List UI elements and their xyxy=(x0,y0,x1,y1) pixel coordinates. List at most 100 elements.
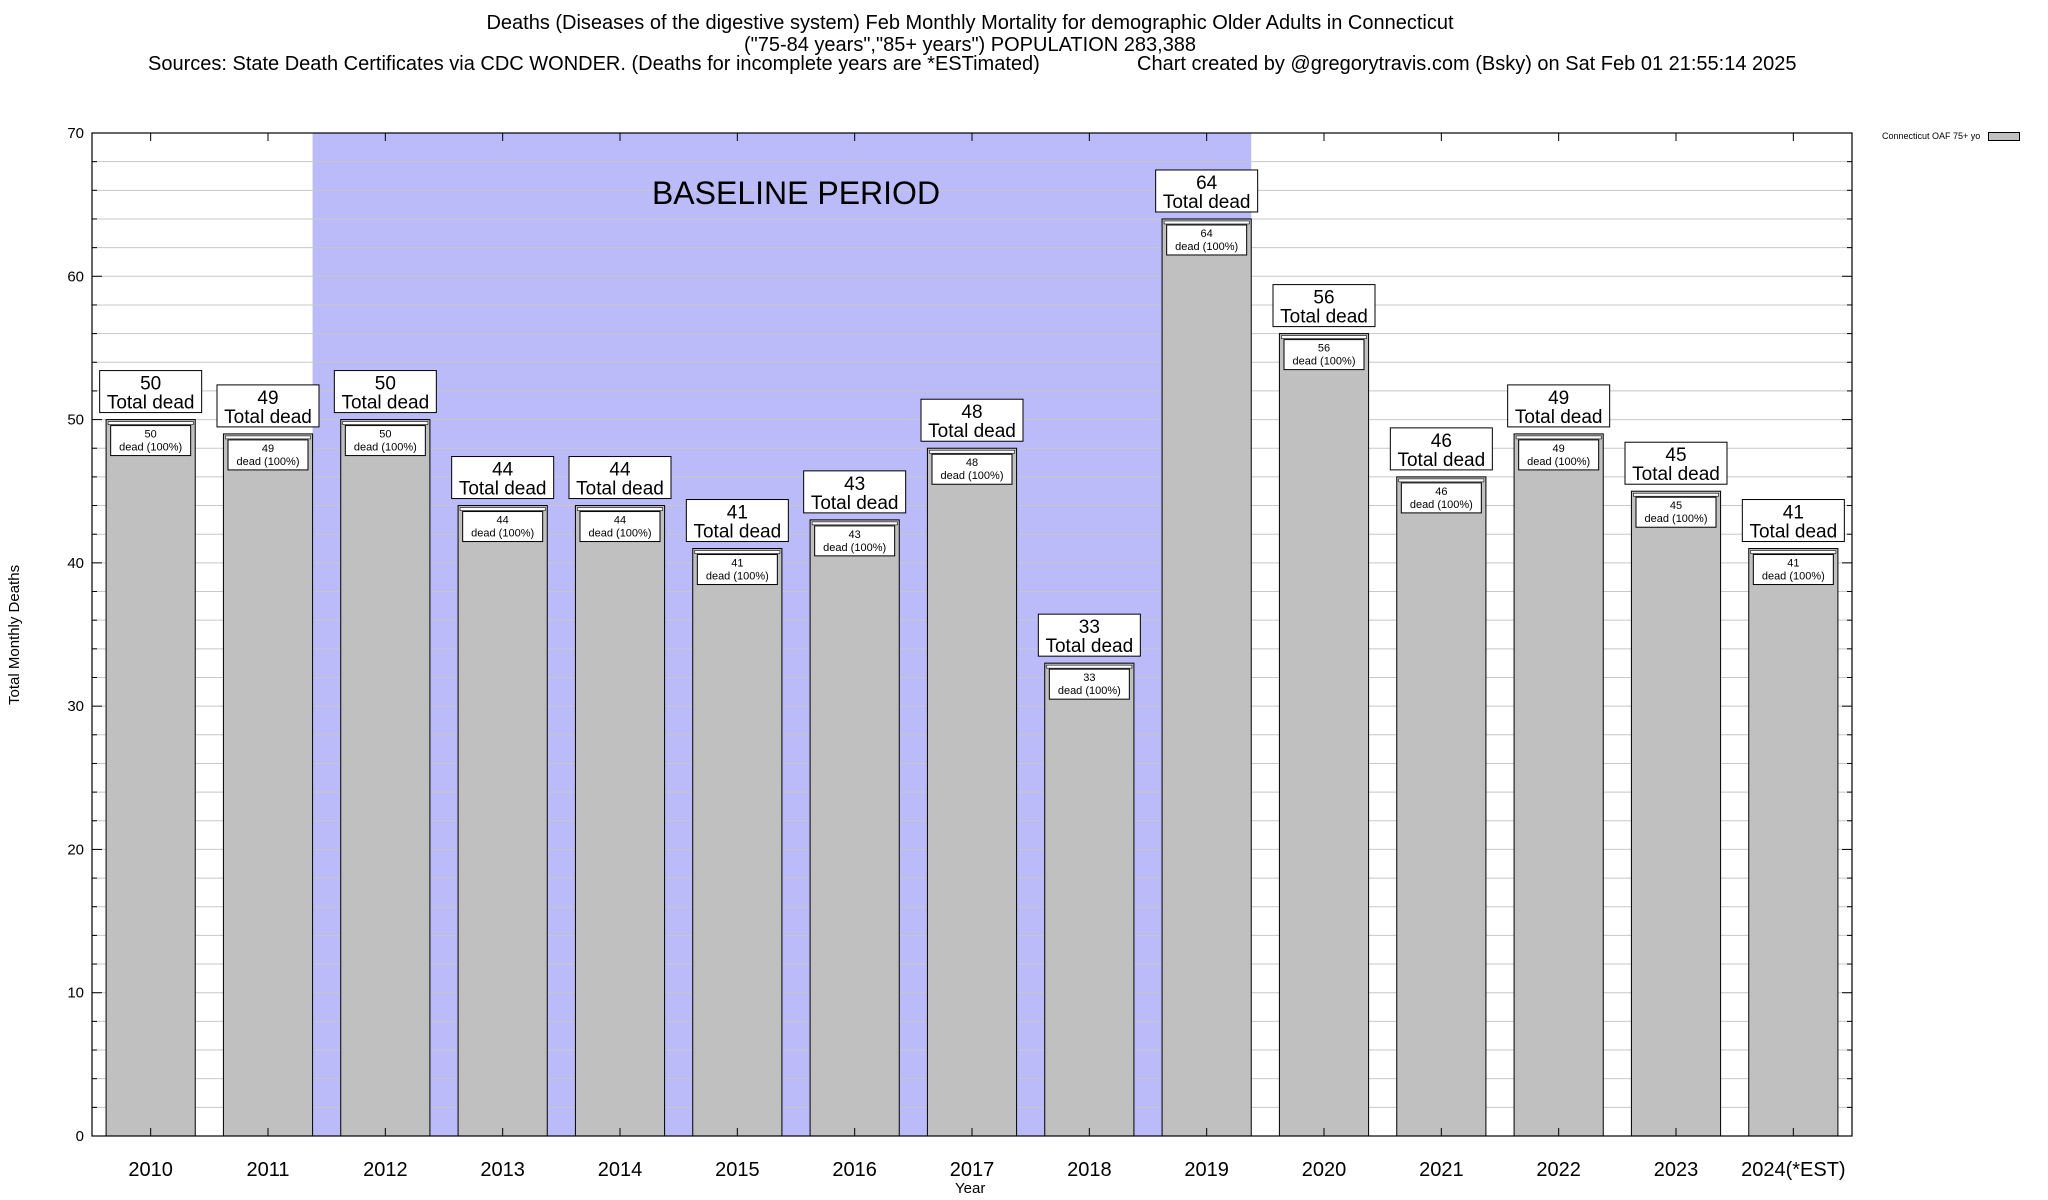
total-label-text: Total dead xyxy=(459,479,547,500)
plot-frame xyxy=(91,132,1853,1137)
bar xyxy=(1513,433,1604,1137)
total-label-text: Total dead xyxy=(1045,636,1133,657)
bar xyxy=(1748,548,1839,1137)
total-label-text: Total dead xyxy=(1397,450,1485,471)
total-label-value: 41 xyxy=(1783,503,1804,524)
total-label-box xyxy=(99,370,203,414)
x-tick-label: 2018 xyxy=(1067,1159,1112,1181)
total-label-value: 50 xyxy=(375,374,396,395)
inner-label-value: 33 xyxy=(1083,672,1095,684)
inner-label-value: 56 xyxy=(1318,343,1330,355)
total-label-value: 48 xyxy=(961,402,982,423)
bar-top-segment xyxy=(342,421,429,425)
x-tick-label: 2012 xyxy=(363,1159,408,1181)
inner-label-text: dead (100%) xyxy=(1410,499,1473,511)
total-label-text: Total dead xyxy=(1163,192,1251,213)
bar-top-segment xyxy=(1281,335,1367,339)
total-label-box xyxy=(451,456,555,500)
x-tick-label: 2010 xyxy=(128,1159,173,1181)
inner-label-value: 41 xyxy=(731,558,743,570)
total-label-box xyxy=(1037,613,1141,657)
baseline-period-label: BASELINE PERIOD xyxy=(652,175,940,211)
inner-label-box xyxy=(110,425,192,457)
inner-label-text: dead (100%) xyxy=(1645,513,1708,525)
x-tick-label: 2011 xyxy=(246,1159,289,1181)
x-tick-label: 2023 xyxy=(1654,1159,1699,1181)
inner-label-text: dead (100%) xyxy=(823,542,886,554)
inner-label-value: 41 xyxy=(1787,558,1799,570)
bar xyxy=(1278,333,1370,1137)
inner-label-box xyxy=(1518,439,1600,471)
x-tick-label: 2024(*EST) xyxy=(1741,1159,1846,1181)
total-label-value: 44 xyxy=(492,460,514,481)
total-label-value: 44 xyxy=(609,460,631,481)
total-label-box xyxy=(685,499,789,543)
y-tick-label: 0 xyxy=(76,1128,84,1145)
inner-label-value: 50 xyxy=(379,429,391,441)
x-axis-label: Year xyxy=(955,1180,986,1197)
inner-label-value: 50 xyxy=(145,429,157,441)
inner-label-text: dead (100%) xyxy=(1058,685,1121,697)
bar xyxy=(222,433,314,1137)
inner-label-text: dead (100%) xyxy=(1762,571,1825,583)
inner-label-box xyxy=(344,425,426,457)
total-label-box xyxy=(1624,441,1728,485)
legend-label: Connecticut OAF 75+ yo xyxy=(1882,131,1981,141)
total-label-text: Total dead xyxy=(224,407,312,428)
bar xyxy=(692,548,783,1137)
bar-top-segment xyxy=(1046,664,1133,669)
inner-label-value: 64 xyxy=(1201,228,1213,240)
inner-label-text: dead (100%) xyxy=(706,571,769,583)
inner-label-value: 43 xyxy=(849,529,861,541)
total-label-box xyxy=(333,370,437,414)
total-label-value: 43 xyxy=(844,474,865,495)
bar-top-segment xyxy=(1398,478,1485,483)
x-tick-label: 2020 xyxy=(1302,1159,1347,1181)
inner-label-box xyxy=(1752,554,1834,586)
y-tick-label: 50 xyxy=(67,412,84,429)
inner-label-text: dead (100%) xyxy=(471,528,534,540)
sources-note: Sources: State Death Certificates via CD… xyxy=(148,53,1040,75)
total-label-value: 64 xyxy=(1196,173,1218,194)
bar-top-segment xyxy=(225,435,311,440)
bar-top-segment xyxy=(459,507,546,511)
chart-title: Deaths (Diseases of the digestive system… xyxy=(0,12,1940,56)
total-label-text: Total dead xyxy=(928,421,1016,442)
bar xyxy=(340,419,431,1137)
total-label-text: Total dead xyxy=(1515,407,1603,428)
inner-label-text: dead (100%) xyxy=(1527,456,1590,468)
total-label-value: 56 xyxy=(1313,288,1334,309)
total-label-box xyxy=(216,384,320,428)
bar-top-segment xyxy=(929,449,1015,454)
title-line-2: ("75-84 years","85+ years") POPULATION 2… xyxy=(743,34,1197,56)
bar-top-segment xyxy=(1163,220,1250,225)
total-label-value: 41 xyxy=(727,503,748,524)
credit-note: Chart created by @gregorytravis.com (Bsk… xyxy=(1137,53,1797,75)
bar xyxy=(1396,476,1487,1137)
total-label-box xyxy=(1389,427,1493,471)
total-label-box xyxy=(1507,384,1611,428)
bar xyxy=(105,419,196,1137)
bar-top-segment xyxy=(577,507,663,511)
x-tick-label: 2013 xyxy=(480,1159,525,1181)
inner-label-value: 49 xyxy=(1553,443,1565,455)
inner-label-box xyxy=(579,511,661,543)
inner-label-text: dead (100%) xyxy=(941,470,1004,482)
x-tick-label: 2016 xyxy=(832,1159,877,1181)
inner-label-box xyxy=(1635,496,1717,528)
x-tick-label: 2015 xyxy=(715,1159,760,1181)
x-tick-label: 2014 xyxy=(598,1159,643,1181)
total-label-value: 50 xyxy=(140,374,161,395)
bar xyxy=(1161,218,1252,1137)
bar xyxy=(457,505,548,1137)
bar-top-segment xyxy=(1515,435,1602,440)
inner-label-box xyxy=(931,453,1013,485)
x-tick-label: 2017 xyxy=(950,1159,995,1181)
y-axis-label: Total Monthly Deaths xyxy=(6,564,23,705)
inner-label-text: dead (100%) xyxy=(119,442,182,454)
y-tick-label: 30 xyxy=(67,698,84,715)
total-label-box xyxy=(920,398,1024,442)
inner-label-value: 45 xyxy=(1670,500,1682,512)
total-label-text: Total dead xyxy=(811,493,899,514)
